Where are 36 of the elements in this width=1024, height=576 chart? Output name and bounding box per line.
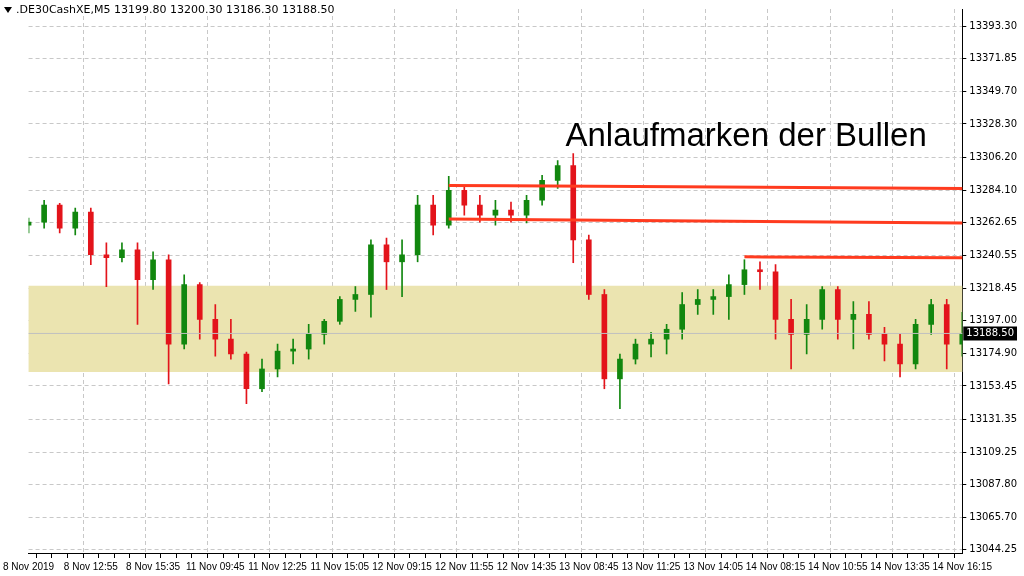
x-tick-label: 14 Nov 10:55 <box>808 560 868 572</box>
y-tick-label: 13197.00 <box>969 314 1017 326</box>
y-tick-label: 13284.10 <box>969 183 1017 195</box>
y-tick-label: 13174.90 <box>969 347 1017 359</box>
chart-title: .DE30CashXE,M5 13199.80 13200.30 13186.30 13188.50 <box>16 3 335 16</box>
x-tick-label: 8 Nov 2019 <box>3 560 55 572</box>
x-tick-label: 14 Nov 16:15 <box>932 560 993 572</box>
y-tick-label: 13087.80 <box>969 477 1017 489</box>
x-tick-label: 13 Nov 11:25 <box>621 560 681 572</box>
x-tick-label: 8 Nov 12:55 <box>63 560 119 572</box>
x-tick-label: 11 Nov 09:45 <box>185 560 246 572</box>
y-tick-label: 13393.30 <box>969 20 1017 32</box>
annotation: Anlaufmarken der Bullen <box>565 115 927 153</box>
y-tick-label: 13306.20 <box>969 150 1017 162</box>
x-tick-label: 12 Nov 11:55 <box>434 560 495 572</box>
y-tick-label: 13262.65 <box>969 215 1017 227</box>
x-tick-label: 11 Nov 12:25 <box>248 560 308 572</box>
y-tick-label: 13109.25 <box>969 445 1017 457</box>
y-tick-label: 13371.85 <box>969 52 1017 64</box>
y-tick-label: 13065.70 <box>969 511 1017 523</box>
x-tick-label: 13 Nov 08:45 <box>559 560 619 572</box>
y-tick-label: 13044.25 <box>969 543 1017 555</box>
y-tick-label: 13240.55 <box>969 249 1017 261</box>
y-tick-label: 13131.35 <box>969 412 1017 424</box>
x-tick-label: 14 Nov 13:35 <box>870 560 931 572</box>
x-tick-label: 8 Nov 15:35 <box>126 560 181 572</box>
y-tick-label: 13328.30 <box>969 117 1017 129</box>
x-tick-label: 14 Nov 08:15 <box>745 560 806 572</box>
y-tick-label: 13349.70 <box>969 85 1017 97</box>
x-tick-label: 12 Nov 14:35 <box>496 560 557 572</box>
ref-line-label: 13188.50 <box>966 327 1014 339</box>
x-tick-label: 13 Nov 14:05 <box>683 560 744 572</box>
y-tick-label: 13153.45 <box>969 379 1017 391</box>
x-tick-label: 12 Nov 09:15 <box>372 560 433 572</box>
x-tick-label: 11 Nov 15:05 <box>310 560 370 572</box>
y-tick-label: 13218.45 <box>969 282 1017 294</box>
